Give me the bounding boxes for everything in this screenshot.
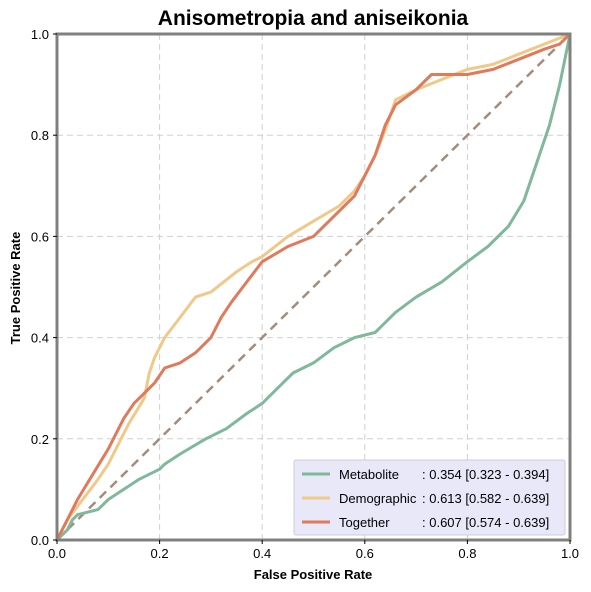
x-tick-label-1: 0.2 (151, 546, 169, 561)
y-tick-label-5: 1.0 (31, 27, 49, 42)
x-axis-label: False Positive Rate (254, 567, 373, 582)
diagonal-reference-line (56, 33, 571, 541)
y-tick-label-1: 0.2 (31, 432, 49, 447)
y-tick-label-3: 0.6 (31, 229, 49, 244)
x-tick-label-4: 0.8 (458, 546, 476, 561)
legend-box (293, 459, 566, 536)
series-line-metabolite (55, 33, 572, 542)
y-tick-label-2: 0.4 (31, 331, 49, 346)
x-tick-label-0: 0.0 (48, 546, 66, 561)
legend-name-demographic: Demographic (339, 491, 417, 506)
legend: Metabolite : 0.354 [0.323 - 0.394] Demogra… (293, 459, 566, 536)
legend-value-demographic: : 0.613 [0.582 - 0.639] (422, 491, 549, 506)
legend-value-together: : 0.607 [0.574 - 0.639] (422, 515, 549, 530)
tick-labels: 0.0 0.2 0.4 0.6 0.8 1.0 0.0 0.2 0.4 0.6 0.8 1.0 (31, 27, 579, 561)
x-tick-label-5: 1.0 (561, 546, 579, 561)
series-layer (55, 32, 572, 542)
legend-name-metabolite: Metabolite (339, 467, 399, 482)
x-tick-label-3: 0.6 (356, 546, 374, 561)
x-tick-label-2: 0.4 (253, 546, 271, 561)
series-line-demographic (55, 32, 571, 541)
legend-name-together: Together (339, 515, 390, 530)
series-line-together (55, 32, 572, 541)
y-axis-label: True Positive Rate (8, 232, 23, 345)
legend-value-metabolite: : 0.354 [0.323 - 0.394] (422, 467, 549, 482)
y-tick-label-4: 0.8 (31, 128, 49, 143)
chart-title: Anisometropia and aniseikonia (158, 7, 469, 30)
plot-frame (55, 32, 572, 542)
y-tick-label-0: 0.0 (31, 533, 49, 548)
diagonal-layer (56, 33, 571, 541)
